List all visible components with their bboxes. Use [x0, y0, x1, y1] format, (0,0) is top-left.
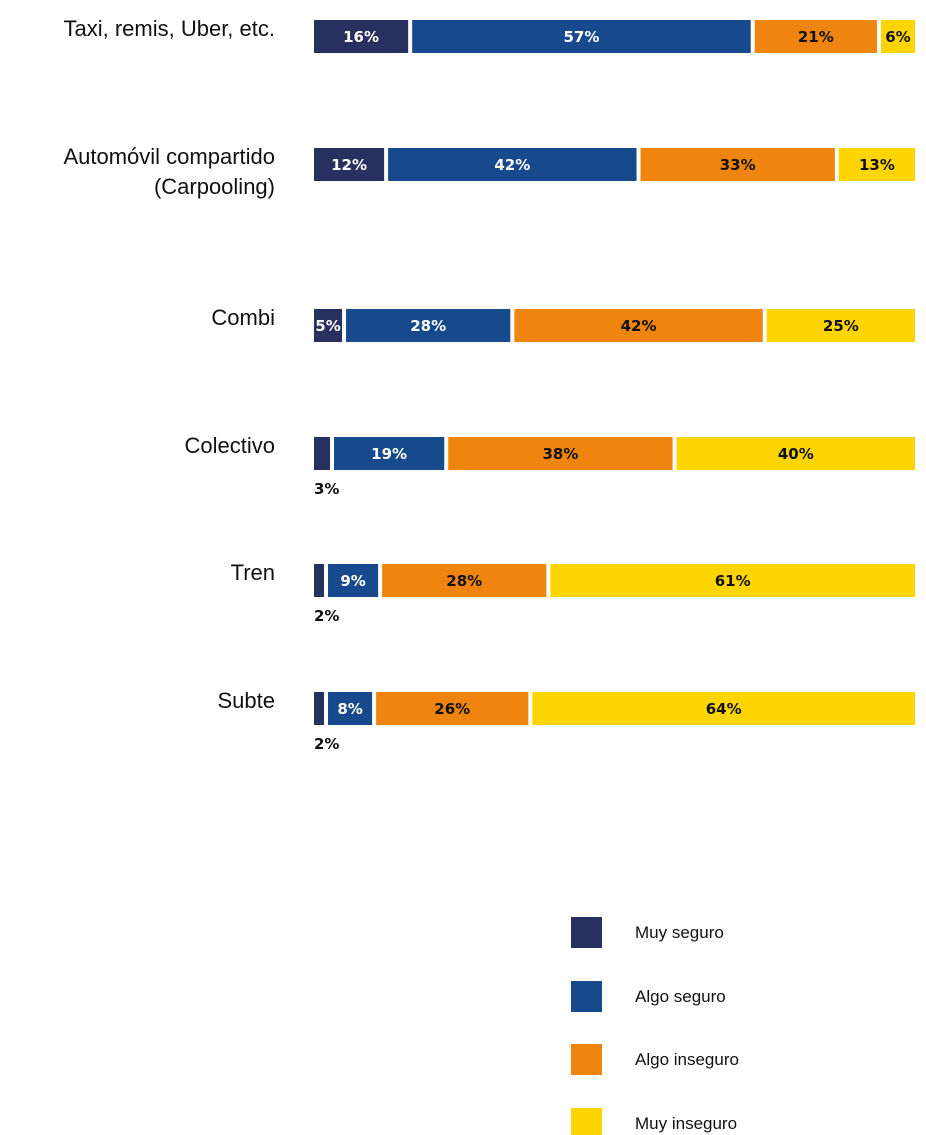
data-label: 3% [314, 480, 339, 498]
data-label: 2% [314, 735, 339, 753]
data-label: 42% [621, 317, 657, 335]
data-label: 21% [798, 28, 834, 46]
data-label: 33% [720, 156, 756, 174]
data-label: 19% [371, 445, 407, 463]
legend-swatch-algo-inseguro [571, 1044, 602, 1075]
data-label: 13% [859, 156, 895, 174]
legend: Muy seguro Algo seguro Algo inseguro Muy in… [571, 917, 739, 1135]
data-label: 28% [410, 317, 446, 335]
bar-subte-muy-inseguro [532, 692, 915, 725]
bar-subte-algo-seguro [328, 692, 373, 725]
legend-label: Algo inseguro [635, 1050, 739, 1069]
data-label: 61% [715, 572, 751, 590]
bar-subte-algo-inseguro [376, 692, 529, 725]
data-label: 9% [340, 572, 365, 590]
bar-combi-algo-inseguro [514, 309, 763, 342]
data-label: 38% [542, 445, 578, 463]
data-label: 28% [446, 572, 482, 590]
bar-taxi-remis-uber-etc-algo-inseguro [754, 20, 877, 53]
bar-autom-vil-compartido-carpooling-algo-inseguro [640, 148, 835, 181]
legend-swatch-muy-inseguro [571, 1108, 602, 1135]
data-label: 16% [343, 28, 379, 46]
legend-label: Muy inseguro [635, 1114, 737, 1133]
data-label: 8% [337, 700, 362, 718]
bar-tren-algo-seguro [328, 564, 379, 597]
bar-autom-vil-compartido-carpooling-muy-inseguro [838, 148, 915, 181]
bar-taxi-remis-uber-etc-muy-seguro [314, 20, 409, 53]
bar-tren-muy-inseguro [550, 564, 915, 597]
legend-swatch-algo-seguro [571, 981, 602, 1012]
legend-label: Muy seguro [635, 923, 724, 942]
bar-colectivo-algo-inseguro [448, 437, 673, 470]
bar-colectivo-muy-inseguro [676, 437, 915, 470]
bar-combi-muy-inseguro [766, 309, 915, 342]
bar-taxi-remis-uber-etc-algo-seguro [412, 20, 751, 53]
category-label: Tren [231, 560, 275, 585]
data-label: 12% [331, 156, 367, 174]
bar-colectivo-muy-seguro [314, 437, 331, 470]
category-label: Combi [211, 305, 275, 330]
data-label: 57% [563, 28, 599, 46]
bar-subte-muy-seguro [314, 692, 325, 725]
bars-group: Taxi, remis, Uber, etc. 16% 57% 21% 6% Automó… [63, 16, 915, 753]
category-label: Taxi, remis, Uber, etc. [63, 16, 275, 41]
bar-autom-vil-compartido-carpooling-algo-seguro [388, 148, 637, 181]
bar-combi-algo-seguro [346, 309, 511, 342]
data-label: 26% [434, 700, 470, 718]
data-label: 25% [823, 317, 859, 335]
bar-colectivo-algo-seguro [334, 437, 445, 470]
legend-label: Algo seguro [635, 987, 726, 1006]
bar-tren-muy-seguro [314, 564, 325, 597]
data-label: 42% [494, 156, 530, 174]
category-label: Automóvil compartido [63, 144, 275, 169]
data-label: 40% [778, 445, 814, 463]
data-label: 64% [706, 700, 742, 718]
category-label: Colectivo [185, 433, 275, 458]
bar-taxi-remis-uber-etc-muy-inseguro [880, 20, 915, 53]
bar-tren-algo-inseguro [382, 564, 547, 597]
data-label: 6% [885, 28, 910, 46]
category-label: Subte [218, 688, 276, 713]
data-label: 5% [315, 317, 340, 335]
data-label: 2% [314, 607, 339, 625]
bar-combi-muy-seguro [314, 309, 343, 342]
category-label: (Carpooling) [154, 174, 275, 199]
bar-autom-vil-compartido-carpooling-muy-seguro [314, 148, 385, 181]
legend-swatch-muy-seguro [571, 917, 602, 948]
